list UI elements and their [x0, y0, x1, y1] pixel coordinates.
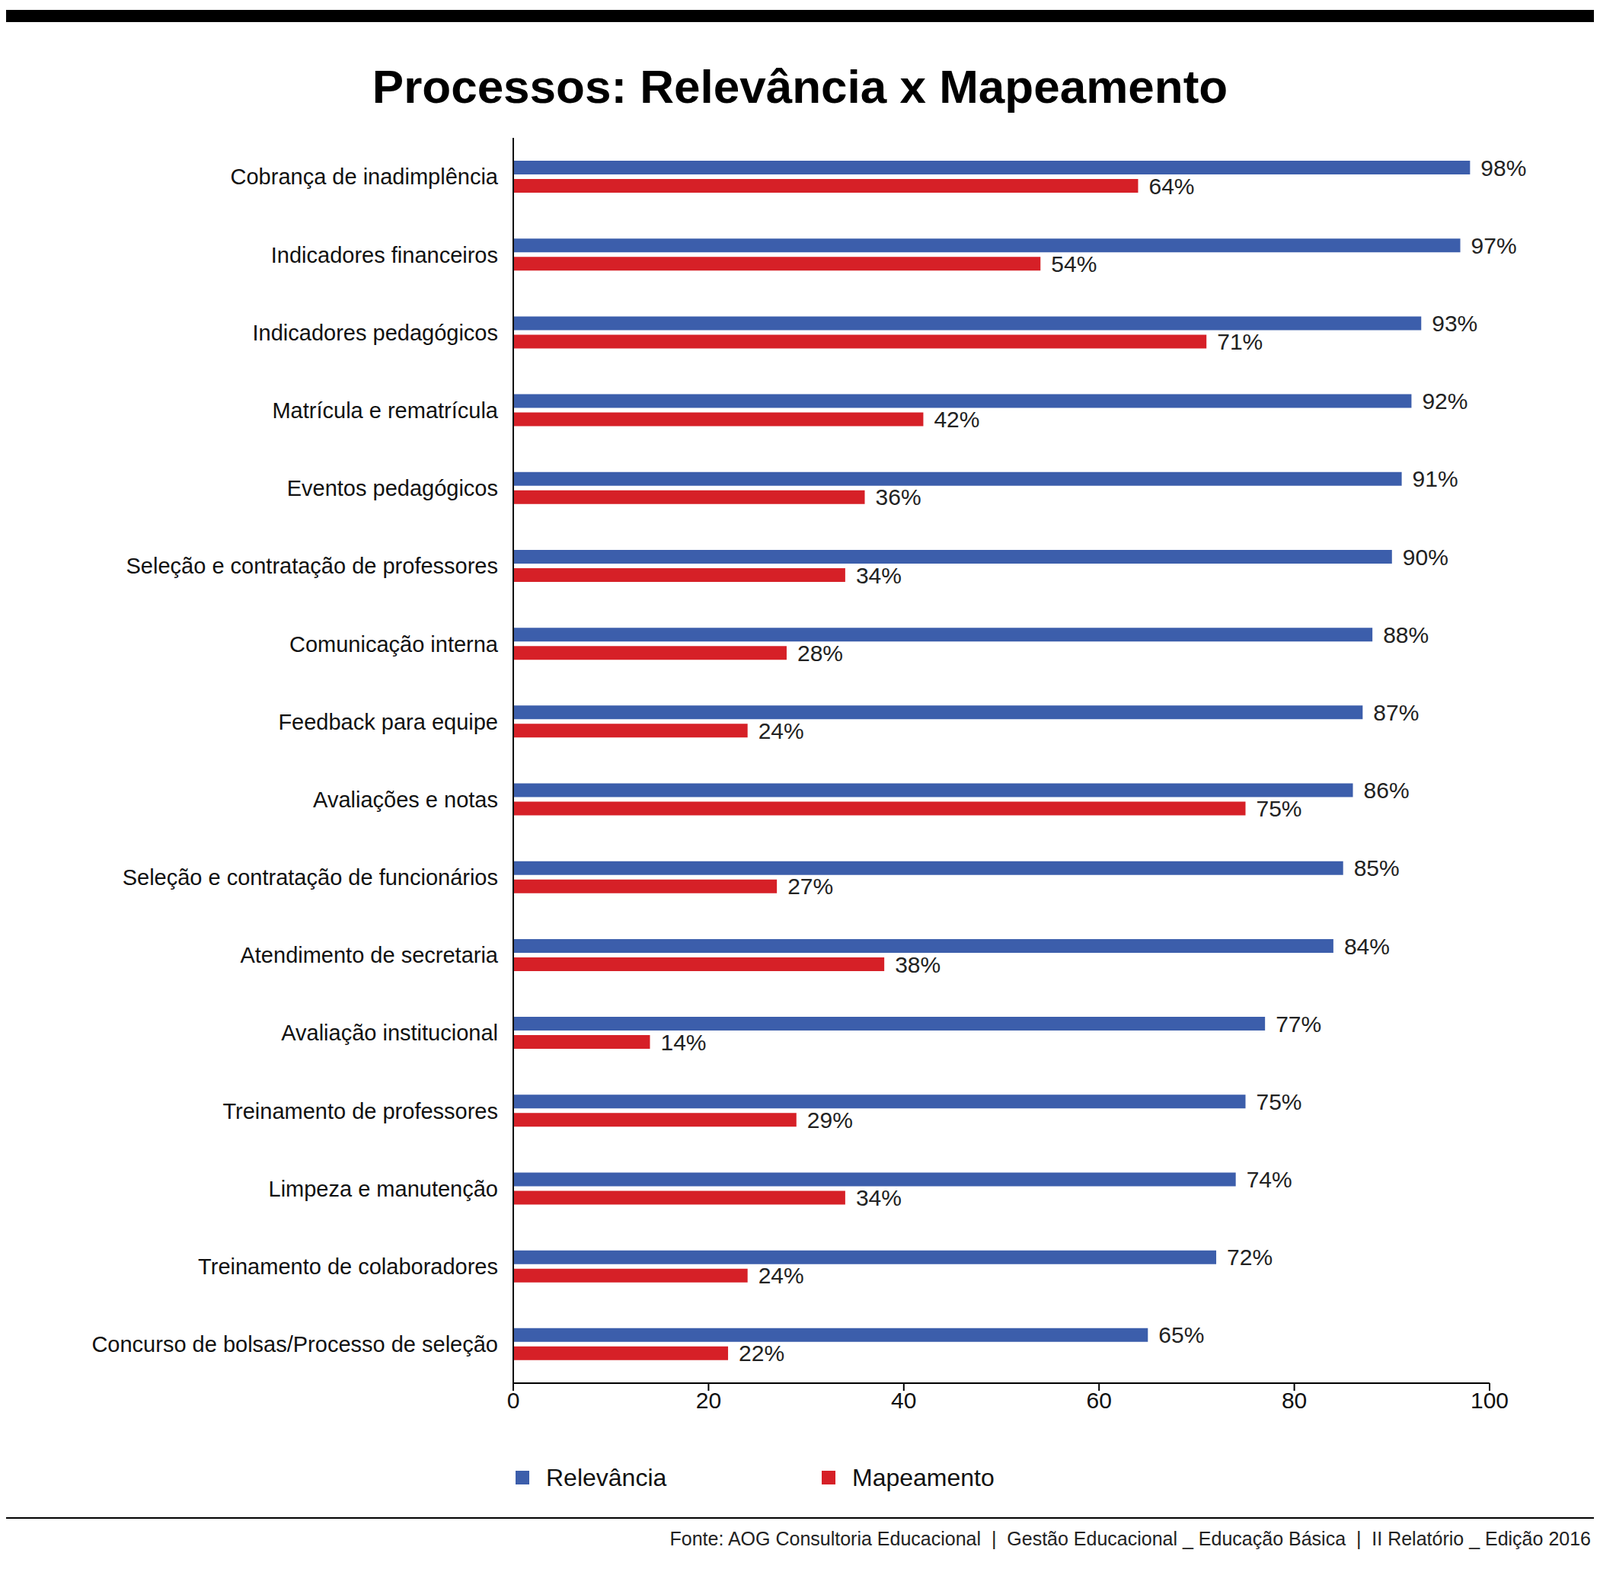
svg-text:88%: 88% [1382, 622, 1429, 648]
svg-text:Cobrança de inadimplência: Cobrança de inadimplência [230, 164, 499, 189]
svg-text:98%: 98% [1480, 155, 1527, 181]
svg-text:Matrícula e rematrícula: Matrícula e rematrícula [271, 398, 499, 423]
svg-text:60: 60 [1086, 1387, 1112, 1413]
svg-text:64%: 64% [1148, 173, 1195, 199]
svg-text:36%: 36% [875, 484, 922, 510]
svg-text:28%: 28% [797, 640, 844, 666]
svg-text:77%: 77% [1275, 1011, 1322, 1037]
svg-text:100: 100 [1470, 1387, 1509, 1413]
svg-text:65%: 65% [1158, 1322, 1204, 1348]
svg-text:40: 40 [891, 1387, 917, 1413]
svg-text:90%: 90% [1402, 544, 1449, 570]
svg-text:Atendimento de secretaria: Atendimento de secretaria [239, 942, 499, 968]
svg-text:29%: 29% [807, 1107, 853, 1133]
svg-text:Treinamento de professores: Treinamento de professores [222, 1098, 499, 1124]
svg-text:91%: 91% [1412, 466, 1459, 492]
svg-text:27%: 27% [787, 873, 834, 899]
svg-text:Avaliação institucional: Avaliação institucional [281, 1020, 499, 1045]
svg-text:20: 20 [696, 1387, 722, 1413]
html-text:Processos: Relevância x Mapeam: Processos: Relevância x Mapeamento [372, 60, 1228, 113]
svg-text:80: 80 [1281, 1387, 1307, 1413]
svg-text:22%: 22% [738, 1340, 785, 1366]
svg-text:74%: 74% [1246, 1166, 1293, 1192]
svg-text:97%: 97% [1471, 233, 1517, 259]
svg-text:Indicadores financeiros: Indicadores financeiros [271, 242, 499, 268]
svg-text:24%: 24% [758, 718, 805, 744]
svg-text:87%: 87% [1373, 699, 1419, 725]
svg-text:Seleção e contratação de profe: Seleção e contratação de professores [126, 553, 499, 579]
svg-text:Eventos pedagógicos: Eventos pedagógicos [287, 475, 499, 501]
svg-text:75%: 75% [1256, 795, 1303, 821]
svg-text:42%: 42% [933, 406, 980, 432]
svg-text:54%: 54% [1050, 251, 1097, 277]
svg-text:Avaliações e notas: Avaliações e notas [312, 787, 499, 812]
svg-text:38%: 38% [894, 951, 941, 978]
svg-text:84%: 84% [1344, 933, 1390, 959]
svg-text:72%: 72% [1226, 1244, 1273, 1270]
svg-text:Limpeza e manutenção: Limpeza e manutenção [268, 1176, 499, 1201]
svg-text:Seleção e contratação de funci: Seleção e contratação de funcionários [122, 865, 499, 890]
svg-text:0: 0 [507, 1387, 521, 1413]
svg-text:92%: 92% [1421, 388, 1468, 414]
svg-text:86%: 86% [1363, 777, 1410, 803]
html-text:Relevância: Relevância [546, 1463, 667, 1491]
svg-text:34%: 34% [855, 562, 902, 588]
svg-text:24%: 24% [758, 1262, 805, 1288]
svg-text:85%: 85% [1354, 855, 1400, 881]
svg-text:75%: 75% [1256, 1089, 1303, 1115]
svg-text:Feedback para equipe: Feedback para equipe [277, 709, 499, 735]
svg-text:93%: 93% [1431, 310, 1478, 336]
html-text:Fonte: AOG Consultoria Educaci: Fonte: AOG Consultoria Educacional | Ges… [669, 1527, 1591, 1549]
html-text:Mapeamento: Mapeamento [852, 1463, 995, 1491]
svg-text:71%: 71% [1216, 328, 1263, 355]
svg-text:Comunicação interna: Comunicação interna [289, 632, 499, 657]
svg-text:Indicadores pedagógicos: Indicadores pedagógicos [252, 320, 499, 345]
svg-text:14%: 14% [660, 1029, 706, 1055]
svg-text:34%: 34% [855, 1184, 902, 1211]
svg-text:Concurso de bolsas/Processo de: Concurso de bolsas/Processo de seleção [91, 1331, 499, 1357]
svg-text:Treinamento de colaboradores: Treinamento de colaboradores [198, 1254, 499, 1279]
